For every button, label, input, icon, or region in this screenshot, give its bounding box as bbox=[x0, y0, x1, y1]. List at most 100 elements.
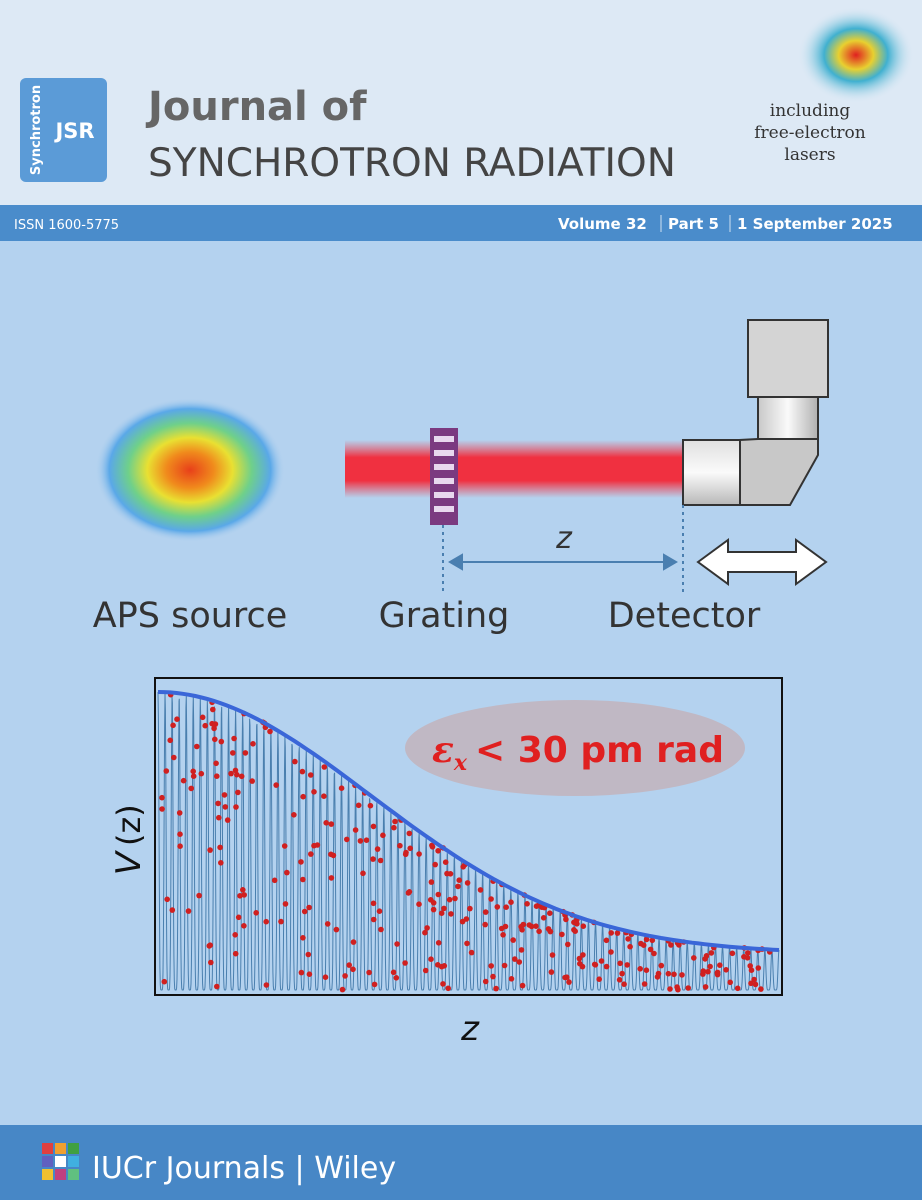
sample-dot bbox=[218, 860, 224, 866]
sample-dot bbox=[533, 903, 540, 909]
sample-dot bbox=[463, 916, 470, 922]
sample-dot bbox=[440, 981, 446, 987]
sample-dot bbox=[321, 793, 327, 799]
sample-dot bbox=[370, 900, 377, 907]
sample-dot bbox=[217, 844, 223, 851]
distance-label: z bbox=[555, 521, 573, 556]
sample-dot bbox=[305, 951, 312, 958]
sample-dot bbox=[306, 904, 312, 911]
sample-dot bbox=[428, 956, 434, 962]
sample-dot bbox=[371, 981, 378, 988]
sample-dot bbox=[291, 812, 297, 818]
sample-dot bbox=[374, 846, 381, 852]
sample-dot bbox=[441, 963, 448, 969]
sample-dot bbox=[171, 754, 177, 761]
callout-bg bbox=[405, 700, 745, 796]
badge-1: including bbox=[770, 101, 851, 121]
sample-dot bbox=[430, 906, 437, 913]
sample-dot bbox=[717, 962, 723, 968]
sample-dot bbox=[271, 877, 278, 884]
source-label: APS source bbox=[93, 596, 288, 636]
logo-text: JSR bbox=[53, 119, 94, 143]
sample-dot bbox=[647, 946, 654, 953]
sample-dot bbox=[324, 921, 331, 927]
issn: ISSN 1600-5775 bbox=[14, 218, 119, 233]
sample-dot bbox=[370, 916, 377, 923]
sample-dot bbox=[311, 789, 317, 795]
sample-dot bbox=[649, 937, 656, 944]
sample-dot bbox=[565, 941, 571, 948]
sample-dot bbox=[176, 810, 183, 816]
sample-dot bbox=[159, 806, 165, 812]
sample-dot bbox=[406, 830, 413, 837]
sample-dot bbox=[370, 823, 377, 830]
sample-dot bbox=[241, 923, 247, 929]
sample-dot bbox=[482, 921, 489, 928]
sample-dot bbox=[352, 827, 359, 833]
sample-dot bbox=[267, 728, 273, 735]
sample-dot bbox=[548, 969, 555, 975]
footer-publisher: IUCr Journals | Wiley bbox=[92, 1151, 396, 1186]
footer-logo bbox=[42, 1143, 79, 1180]
logo-box bbox=[20, 78, 107, 182]
sample-dot bbox=[510, 937, 516, 943]
sample-dot bbox=[702, 984, 709, 990]
sample-dot bbox=[224, 817, 231, 823]
sample-dot bbox=[488, 963, 495, 969]
sample-dot bbox=[311, 842, 317, 849]
sample-dot bbox=[614, 930, 621, 936]
sample-dot bbox=[218, 738, 225, 745]
sample-dot bbox=[422, 929, 428, 936]
sample-dot bbox=[235, 914, 242, 921]
sample-dot bbox=[263, 982, 270, 988]
sample-dot bbox=[617, 960, 623, 967]
sample-dot bbox=[163, 768, 170, 774]
sample-dot bbox=[342, 973, 348, 979]
fel-image bbox=[798, 7, 914, 103]
sample-dot bbox=[549, 952, 556, 958]
sample-dot bbox=[438, 910, 445, 916]
sample-dot bbox=[202, 722, 208, 729]
sample-dot bbox=[572, 928, 578, 934]
sample-dot bbox=[366, 969, 372, 976]
sample-dot bbox=[161, 978, 168, 985]
sample-dot bbox=[598, 958, 605, 964]
sample-dot bbox=[576, 955, 583, 962]
sample-dot bbox=[307, 772, 314, 778]
callout-sub: x bbox=[453, 750, 468, 776]
sample-dot bbox=[705, 968, 711, 975]
sample-dot bbox=[490, 973, 496, 980]
sample-dot bbox=[263, 918, 270, 925]
x-label: z bbox=[460, 1009, 480, 1049]
sample-dot bbox=[685, 985, 691, 991]
sample-dot bbox=[455, 883, 461, 890]
sample-dot bbox=[429, 844, 436, 850]
dimension bbox=[442, 505, 684, 595]
sample-dot bbox=[212, 736, 218, 743]
issue-bar bbox=[0, 205, 922, 241]
sample-dot bbox=[442, 859, 449, 865]
sample-dot bbox=[169, 907, 176, 913]
sample-dot bbox=[734, 985, 741, 992]
sample-dot bbox=[508, 976, 515, 982]
sample-dot bbox=[180, 777, 187, 784]
sample-dot bbox=[435, 891, 442, 898]
sample-dot bbox=[608, 930, 614, 936]
sample-dot bbox=[190, 773, 197, 779]
sample-dot bbox=[679, 972, 685, 978]
sample-dot bbox=[235, 789, 241, 796]
sample-dot bbox=[464, 940, 470, 947]
sample-dot bbox=[390, 969, 397, 976]
sample-dot bbox=[416, 851, 422, 857]
sample-dot bbox=[333, 926, 340, 933]
sample-dot bbox=[308, 851, 314, 857]
sample-dot bbox=[435, 848, 441, 854]
sample-dot bbox=[596, 976, 602, 982]
sample-dot bbox=[230, 750, 236, 756]
sample-dot bbox=[238, 773, 245, 780]
title-line1: Journal of bbox=[145, 84, 367, 130]
sample-dot bbox=[501, 962, 508, 969]
sample-dot bbox=[207, 847, 213, 853]
sample-dot bbox=[755, 965, 762, 971]
sample-dot bbox=[170, 722, 176, 729]
